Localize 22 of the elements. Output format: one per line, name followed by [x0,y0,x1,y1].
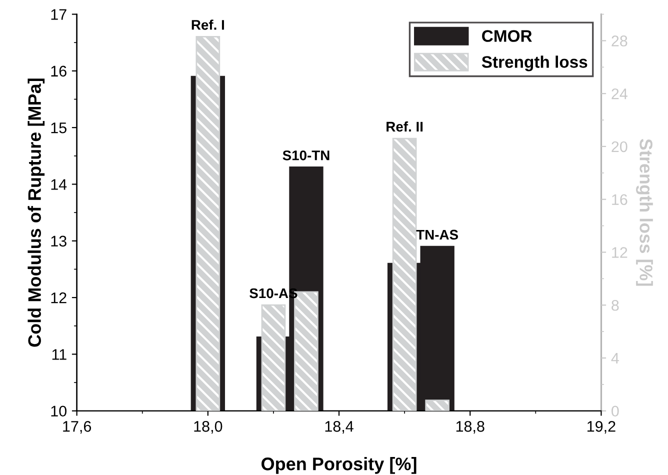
annotation: TN-AS [416,230,458,240]
y-tick-label: 16 [51,66,66,77]
x-tick-label: 18,4 [325,421,354,434]
legend-label: CMOR [482,30,532,42]
annotation: Ref. II [386,121,423,132]
bar [425,400,450,411]
y-tick-label: 13 [51,236,66,247]
y-axis-title: Cold Modulus of Rupture [MPa] [28,78,45,347]
y-tick-label: 11 [52,349,66,360]
y-tick-label: 15 [51,122,66,134]
x-axis-title: Open Porosity [%] [262,457,416,474]
legend-label: Strength loss [482,56,588,72]
x-tick-label: 19,2 [588,421,616,434]
annotation: Ref. I [192,20,224,30]
y-tick-label: 14 [51,179,67,190]
x-tick-label: 18,8 [456,421,484,434]
x-tick-label: 18,0 [194,421,222,434]
y-tick-label: 12 [51,292,66,304]
y-tick-label: 17 [51,9,66,20]
x-tick-label: 17,6 [63,421,92,434]
annotation: S10-TN [282,150,330,160]
y-tick-label: 10 [51,406,66,417]
